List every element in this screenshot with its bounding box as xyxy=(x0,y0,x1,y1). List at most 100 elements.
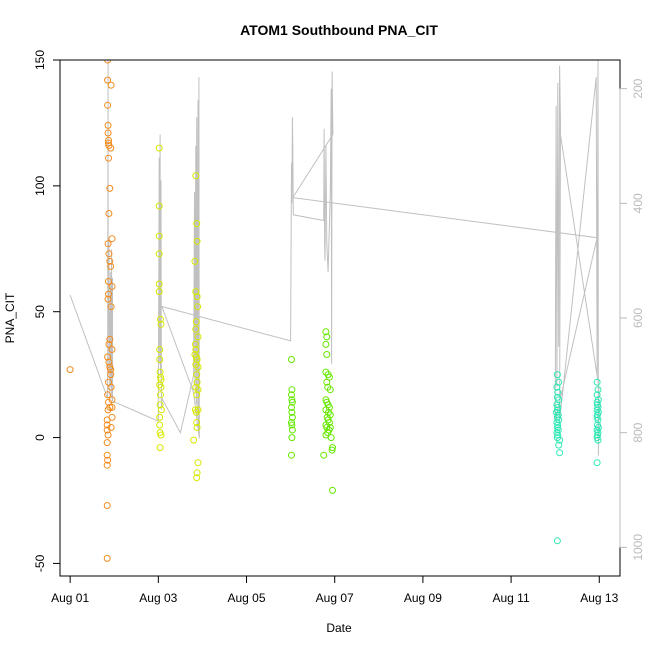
data-point xyxy=(288,386,296,394)
right-y-tick-label: 600 xyxy=(631,308,645,328)
data-point xyxy=(107,371,115,379)
data-point xyxy=(105,340,113,348)
data-point xyxy=(103,502,111,509)
x-tick-label: Aug 05 xyxy=(227,591,265,605)
data-point xyxy=(107,144,115,152)
data-point xyxy=(157,431,165,439)
data-point xyxy=(104,121,112,129)
data-point xyxy=(193,424,201,431)
data-point xyxy=(328,446,336,454)
data-point xyxy=(192,346,200,353)
chart-title: ATOM1 Southbound PNA_CIT xyxy=(240,22,438,38)
data-point xyxy=(107,81,115,89)
data-point xyxy=(323,378,331,386)
y-tick-label: -50 xyxy=(33,554,47,572)
data-point xyxy=(288,426,296,434)
data-point xyxy=(156,421,164,429)
data-point xyxy=(191,340,199,348)
data-point xyxy=(156,368,164,376)
data-point xyxy=(155,250,163,258)
data-point xyxy=(157,406,165,414)
data-point xyxy=(322,340,330,348)
data-point xyxy=(554,403,562,411)
data-point xyxy=(155,280,163,288)
data-point xyxy=(553,537,561,545)
data-point xyxy=(288,421,296,429)
data-point xyxy=(593,391,601,399)
data-point xyxy=(105,358,113,366)
data-point xyxy=(190,436,198,444)
data-point xyxy=(193,474,201,482)
data-point xyxy=(554,388,562,396)
data-point xyxy=(326,386,334,394)
y-axis: -50 0 50 100 150 xyxy=(33,50,61,572)
data-point xyxy=(194,333,202,341)
data-point xyxy=(593,459,601,467)
data-point xyxy=(108,396,116,404)
data-point xyxy=(288,451,295,459)
data-point xyxy=(108,283,116,290)
data-point xyxy=(103,554,111,562)
data-point xyxy=(106,257,114,265)
x-tick-label: Aug 03 xyxy=(139,591,177,605)
data-point xyxy=(323,351,331,358)
data-point xyxy=(155,232,163,240)
data-point xyxy=(191,257,199,265)
data-point xyxy=(156,401,164,409)
data-point xyxy=(104,101,112,109)
data-point xyxy=(105,250,113,258)
data-point xyxy=(323,333,331,341)
data-point xyxy=(155,144,163,152)
data-point xyxy=(288,419,295,426)
data-point xyxy=(193,356,201,363)
data-point xyxy=(555,441,563,449)
data-point xyxy=(192,172,200,180)
data-point xyxy=(194,406,202,414)
x-tick-label: Aug 01 xyxy=(51,591,89,605)
x-tick-label: Aug 13 xyxy=(580,591,618,605)
data-point xyxy=(104,353,112,361)
data-point xyxy=(105,290,112,298)
data-point xyxy=(193,419,201,426)
data-point xyxy=(104,431,112,439)
right-y-tick-label: 200 xyxy=(631,78,645,98)
data-point xyxy=(194,303,202,311)
data-point xyxy=(288,413,296,421)
data-point xyxy=(288,356,295,363)
data-point xyxy=(107,262,115,270)
data-point xyxy=(192,325,200,333)
data-point xyxy=(594,411,601,419)
data-point xyxy=(156,346,164,353)
data-point xyxy=(556,449,564,457)
data-point xyxy=(108,413,116,421)
data-point xyxy=(107,366,115,374)
y-tick-label: 100 xyxy=(33,176,47,196)
x-tick-label: Aug 11 xyxy=(493,591,530,605)
data-point xyxy=(194,363,202,371)
data-point xyxy=(329,486,336,494)
x-axis: Aug 01 Aug 03 Aug 05 Aug 07 Aug 09 Aug 11 Aug … xyxy=(51,575,619,605)
right-y-tick-label: 800 xyxy=(631,422,645,442)
data-point xyxy=(327,434,335,442)
data-point xyxy=(288,434,296,442)
y-tick-label: 50 xyxy=(33,305,47,319)
data-point xyxy=(108,346,116,353)
data-point xyxy=(104,456,112,464)
data-point xyxy=(157,383,165,391)
line-series-path xyxy=(69,60,600,456)
data-point xyxy=(155,202,163,210)
data-point xyxy=(156,356,164,363)
data-point xyxy=(105,137,112,144)
data-point xyxy=(103,439,111,447)
data-point xyxy=(157,320,165,328)
data-point xyxy=(106,184,114,192)
data-point xyxy=(594,431,601,439)
data-point xyxy=(288,408,296,416)
data-point xyxy=(107,383,115,391)
data-point xyxy=(157,315,164,323)
data-point xyxy=(320,451,328,459)
data-point xyxy=(107,424,115,431)
data-point xyxy=(593,398,601,406)
data-point xyxy=(155,288,163,296)
